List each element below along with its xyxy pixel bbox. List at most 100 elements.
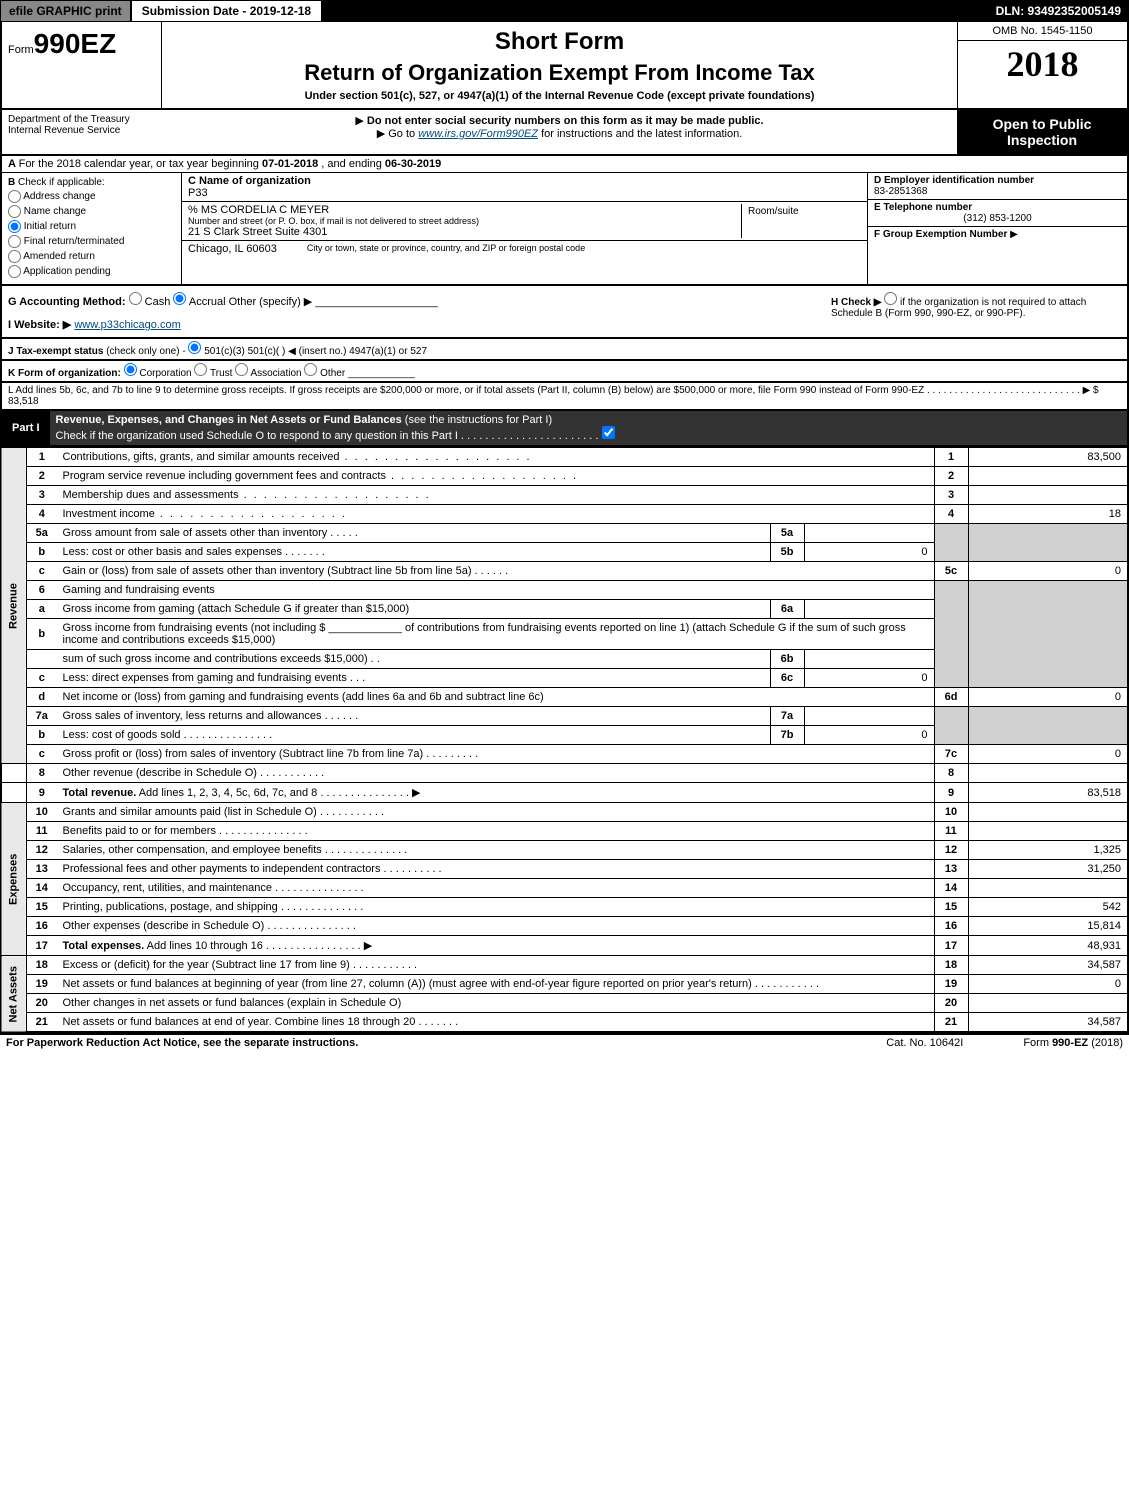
- row-l: L Add lines 5b, 6c, and 7b to line 9 to …: [0, 383, 1129, 411]
- row-a: A For the 2018 calendar year, or tax yea…: [2, 156, 1127, 173]
- open-public: Open to Public Inspection: [957, 110, 1127, 154]
- cb-initial-return[interactable]: Initial return: [8, 220, 175, 233]
- line-17: 17Total expenses. Add lines 10 through 1…: [1, 936, 1128, 956]
- footer: For Paperwork Reduction Act Notice, see …: [0, 1033, 1129, 1051]
- section-ab: A For the 2018 calendar year, or tax yea…: [0, 156, 1129, 286]
- col-def: D Employer identification number 83-2851…: [867, 173, 1127, 284]
- phone-row: E Telephone number (312) 853-1200: [868, 200, 1127, 227]
- part-i-checkbox[interactable]: [602, 426, 615, 439]
- line-5a: 5aGross amount from sale of assets other…: [1, 524, 1128, 543]
- cb-amended-return[interactable]: Amended return: [8, 250, 175, 263]
- header-right: OMB No. 1545-1150 2018: [957, 22, 1127, 108]
- side-net-assets: Net Assets: [1, 956, 27, 1033]
- short-form-title: Short Form: [168, 28, 951, 56]
- footer-form: Form 990-EZ (2018): [1023, 1037, 1123, 1049]
- line-11: 11Benefits paid to or for members . . . …: [1, 822, 1128, 841]
- h-check: H Check ▶ if the organization is not req…: [821, 292, 1121, 331]
- cb-name-change[interactable]: Name change: [8, 205, 175, 218]
- line-14: 14Occupancy, rent, utilities, and mainte…: [1, 879, 1128, 898]
- col-b-checkboxes: B Check if applicable: Address change Na…: [2, 173, 182, 284]
- line-7c: cGross profit or (loss) from sales of in…: [1, 745, 1128, 764]
- omb-number: OMB No. 1545-1150: [958, 22, 1127, 41]
- return-title: Return of Organization Exempt From Incom…: [168, 60, 951, 86]
- cb-application-pending[interactable]: Application pending: [8, 265, 175, 278]
- lines-table: Revenue 1Contributions, gifts, grants, a…: [0, 447, 1129, 1033]
- org-city: Chicago, IL 60603: [188, 243, 277, 255]
- dept-center: Do not enter social security numbers on …: [162, 110, 957, 154]
- line-2: 2Program service revenue including gover…: [1, 467, 1128, 486]
- phone-value: (312) 853-1200: [874, 213, 1121, 224]
- line-6d: dNet income or (loss) from gaming and fu…: [1, 688, 1128, 707]
- dept-irs: Internal Revenue Service: [8, 125, 156, 136]
- irs-link[interactable]: www.irs.gov/Form990EZ: [418, 128, 538, 140]
- line-5c: cGain or (loss) from sale of assets othe…: [1, 562, 1128, 581]
- form-header: Form990EZ Short Form Return of Organizat…: [0, 22, 1129, 110]
- row-b: B Check if applicable: Address change Na…: [2, 173, 1127, 284]
- footer-left: For Paperwork Reduction Act Notice, see …: [6, 1037, 358, 1049]
- side-expenses: Expenses: [1, 803, 27, 956]
- line-6: 6Gaming and fundraising events: [1, 581, 1128, 600]
- org-name: P33: [188, 187, 861, 199]
- efile-print-button[interactable]: efile GRAPHIC print: [0, 0, 131, 22]
- line-20: 20Other changes in net assets or fund ba…: [1, 994, 1128, 1013]
- line-9: 9Total revenue. Add lines 1, 2, 3, 4, 5c…: [1, 783, 1128, 803]
- j-501c3[interactable]: [188, 341, 201, 354]
- under-section: Under section 501(c), 527, or 4947(a)(1)…: [168, 90, 951, 102]
- k-trust[interactable]: [194, 363, 207, 376]
- org-addr-row: % MS CORDELIA C MEYER Number and street …: [182, 202, 867, 241]
- note-goto: Go to www.irs.gov/Form990EZ for instruct…: [166, 127, 953, 140]
- form-number: 990EZ: [34, 28, 117, 59]
- room-suite: Room/suite: [741, 204, 861, 238]
- col-c-org: C Name of organization P33 % MS CORDELIA…: [182, 173, 867, 284]
- cb-final-return[interactable]: Final return/terminated: [8, 235, 175, 248]
- k-assoc[interactable]: [235, 363, 248, 376]
- tax-year: 2018: [958, 41, 1127, 87]
- line-3: 3Membership dues and assessments3: [1, 486, 1128, 505]
- ein-value: 83-2851368: [874, 186, 927, 197]
- h-checkbox[interactable]: [884, 292, 897, 305]
- line-18: Net Assets 18Excess or (deficit) for the…: [1, 956, 1128, 975]
- row-gh: G Accounting Method: Cash Accrual Other …: [0, 286, 1129, 339]
- side-revenue: Revenue: [1, 448, 27, 764]
- cb-address-change[interactable]: Address change: [8, 190, 175, 203]
- line-12: 12Salaries, other compensation, and empl…: [1, 841, 1128, 860]
- website-link[interactable]: www.p33chicago.com: [74, 319, 180, 331]
- line-15: 15Printing, publications, postage, and s…: [1, 898, 1128, 917]
- k-corp[interactable]: [124, 363, 137, 376]
- dept-row: Department of the Treasury Internal Reve…: [0, 110, 1129, 156]
- form-label: Form: [8, 44, 34, 56]
- k-other[interactable]: [304, 363, 317, 376]
- ein-row: D Employer identification number 83-2851…: [868, 173, 1127, 200]
- line-7a: 7aGross sales of inventory, less returns…: [1, 707, 1128, 726]
- org-city-row: Chicago, IL 60603 City or town, state or…: [182, 241, 867, 257]
- dept-treasury: Department of the Treasury: [8, 114, 156, 125]
- accounting-method: G Accounting Method: Cash Accrual Other …: [8, 292, 821, 331]
- group-exemption-row: F Group Exemption Number ▶: [868, 227, 1127, 242]
- form-number-cell: Form990EZ: [2, 22, 162, 108]
- row-j: J Tax-exempt status (check only one) - 5…: [0, 339, 1129, 361]
- dln: DLN: 93492352005149: [988, 1, 1129, 21]
- website-label: I Website: ▶: [8, 319, 71, 331]
- line-21: 21Net assets or fund balances at end of …: [1, 1013, 1128, 1033]
- part-i-header: Part I Revenue, Expenses, and Changes in…: [0, 411, 1129, 447]
- line-16: 16Other expenses (describe in Schedule O…: [1, 917, 1128, 936]
- form-title-cell: Short Form Return of Organization Exempt…: [162, 22, 957, 108]
- cash-radio[interactable]: [129, 292, 142, 305]
- city-label: City or town, state or province, country…: [307, 243, 585, 255]
- org-addr: 21 S Clark Street Suite 4301: [188, 226, 741, 238]
- accrual-radio[interactable]: [173, 292, 186, 305]
- part-i-title: Revenue, Expenses, and Changes in Net As…: [50, 411, 1127, 445]
- dept-left: Department of the Treasury Internal Reve…: [2, 110, 162, 154]
- care-of: % MS CORDELIA C MEYER: [188, 204, 741, 216]
- open-public-cell: Open to Public Inspection: [957, 110, 1127, 154]
- line-8: 8Other revenue (describe in Schedule O) …: [1, 764, 1128, 783]
- line-19: 19Net assets or fund balances at beginni…: [1, 975, 1128, 994]
- top-bar: efile GRAPHIC print Submission Date - 20…: [0, 0, 1129, 22]
- footer-cat: Cat. No. 10642I: [886, 1037, 963, 1049]
- submission-date: Submission Date - 2019-12-18: [131, 0, 322, 22]
- org-name-row: C Name of organization P33: [182, 173, 867, 202]
- line-1: Revenue 1Contributions, gifts, grants, a…: [1, 448, 1128, 467]
- line-10: Expenses 10Grants and similar amounts pa…: [1, 803, 1128, 822]
- part-i-label: Part I: [2, 419, 50, 437]
- row-k: K Form of organization: Corporation Trus…: [0, 361, 1129, 383]
